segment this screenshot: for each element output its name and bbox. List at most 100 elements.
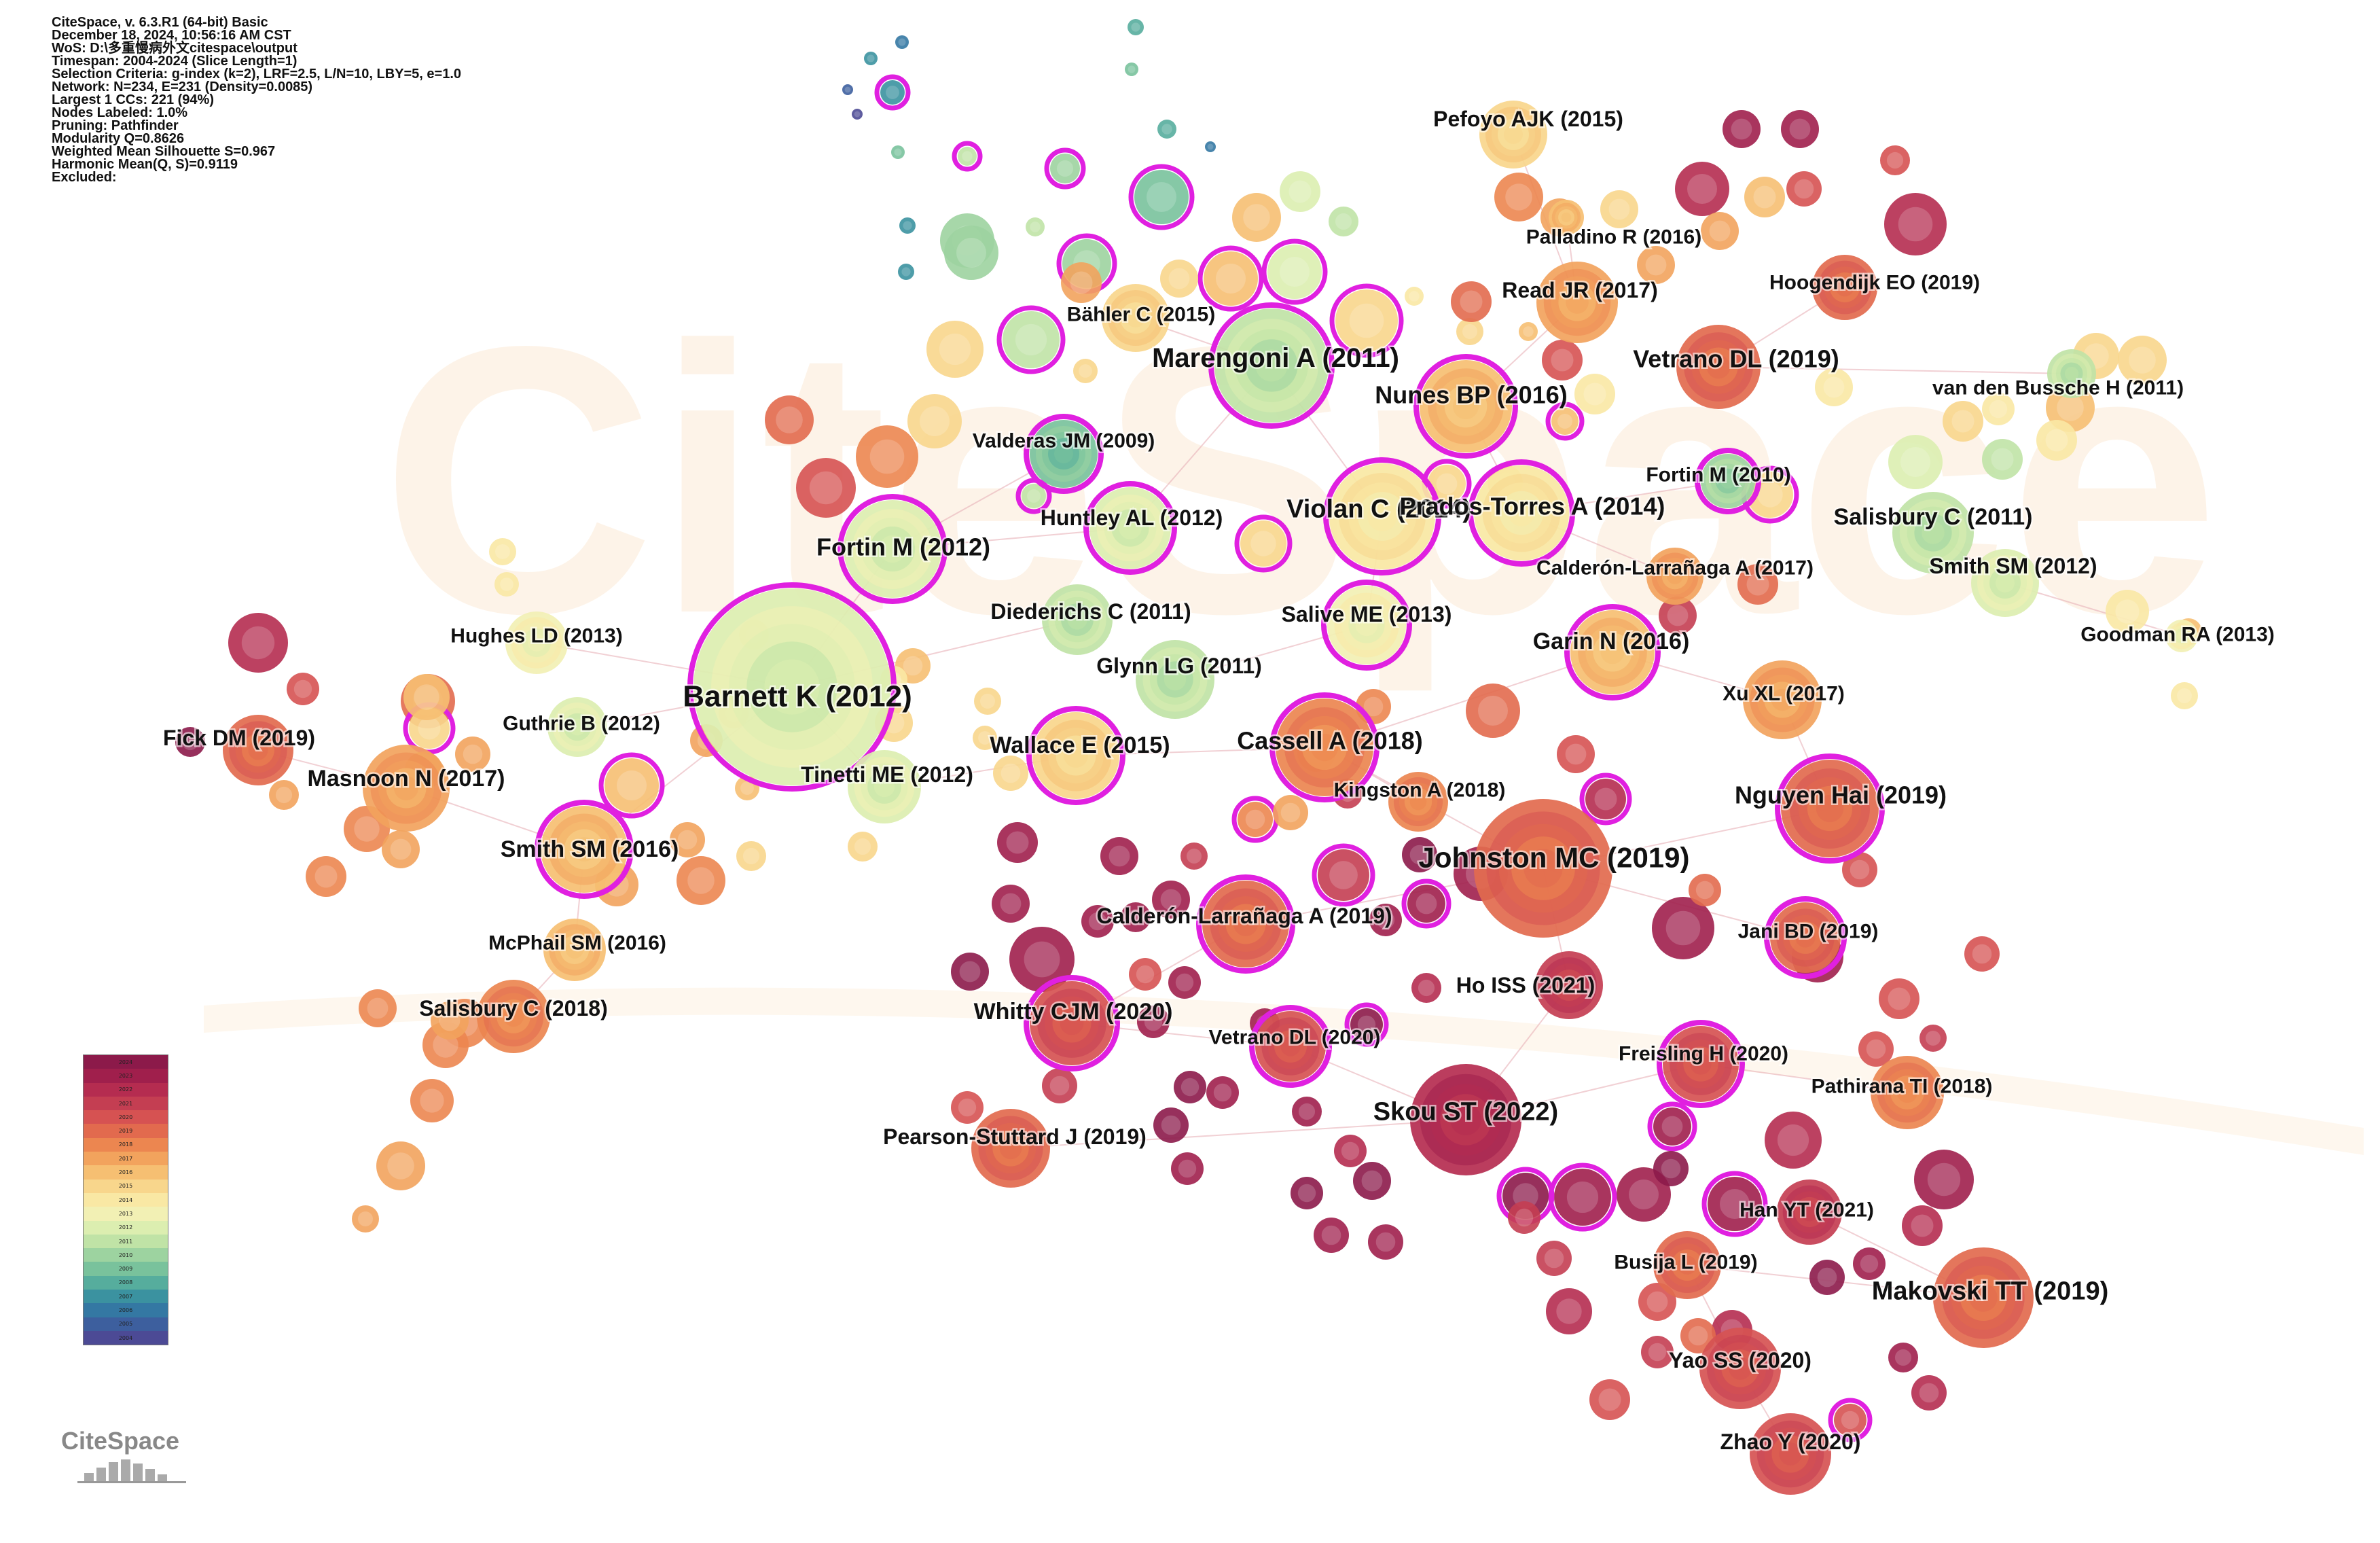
reference-node[interactable] <box>1680 1318 1716 1353</box>
reference-node[interactable] <box>1880 145 1910 175</box>
reference-node[interactable] <box>269 780 299 810</box>
reference-node[interactable] <box>1197 245 1264 312</box>
reference-node-busija[interactable] <box>1653 1231 1721 1299</box>
reference-node-tinetti[interactable] <box>848 750 921 823</box>
reference-node[interactable] <box>455 737 490 772</box>
node-layer[interactable] <box>175 19 2202 1495</box>
reference-node[interactable] <box>1884 193 1947 255</box>
reference-node-kingston[interactable] <box>1388 772 1448 832</box>
reference-node[interactable] <box>1637 246 1675 284</box>
reference-node[interactable] <box>1600 190 1638 228</box>
reference-node[interactable] <box>899 217 916 234</box>
reference-node[interactable] <box>1456 318 1483 345</box>
reference-node[interactable] <box>1964 936 2000 972</box>
reference-node[interactable] <box>1809 1260 1845 1295</box>
reference-node[interactable] <box>951 953 989 991</box>
reference-node[interactable] <box>1675 162 1729 216</box>
reference-node-fortin2012[interactable] <box>837 494 948 604</box>
reference-node[interactable] <box>1292 1097 1322 1127</box>
reference-node[interactable] <box>1314 1218 1349 1253</box>
reference-node[interactable] <box>1401 879 1452 929</box>
reference-node[interactable] <box>1291 1177 1323 1209</box>
reference-node-yao[interactable] <box>1699 1328 1781 1409</box>
reference-node[interactable] <box>1168 966 1201 999</box>
reference-node[interactable] <box>1261 238 1328 305</box>
reference-node[interactable] <box>1815 368 1853 406</box>
reference-node[interactable] <box>1982 439 2023 480</box>
reference-node-salisbury2018[interactable] <box>477 980 550 1053</box>
reference-node-pathirana[interactable] <box>1871 1056 1944 1129</box>
reference-node-masnoon[interactable] <box>363 745 450 832</box>
reference-node[interactable] <box>1026 217 1045 236</box>
reference-node-guthrie[interactable] <box>547 697 607 757</box>
reference-node[interactable] <box>1451 281 1492 322</box>
reference-node-huntley[interactable] <box>1083 481 1177 575</box>
reference-node[interactable] <box>1641 1336 1674 1368</box>
reference-node[interactable] <box>1786 171 1822 207</box>
reference-node[interactable] <box>1536 1241 1572 1276</box>
reference-node[interactable] <box>974 688 1001 715</box>
reference-node-prados[interactable] <box>1468 459 1575 567</box>
reference-node[interactable] <box>1353 1162 1391 1200</box>
reference-node-barnett[interactable] <box>687 582 897 792</box>
reference-node[interactable] <box>1174 1071 1206 1103</box>
reference-node[interactable] <box>1765 1112 1822 1169</box>
reference-node[interactable] <box>376 1141 425 1190</box>
reference-node-johnston[interactable] <box>1474 799 1612 938</box>
reference-node[interactable] <box>1411 973 1441 1003</box>
reference-node[interactable] <box>1659 597 1697 635</box>
reference-node[interactable] <box>864 52 878 65</box>
reference-node[interactable] <box>1044 147 1086 190</box>
reference-node[interactable] <box>874 74 911 111</box>
reference-node[interactable] <box>1073 359 1098 383</box>
reference-node-smithsm2012[interactable] <box>1971 549 2039 617</box>
reference-node[interactable] <box>1206 1076 1239 1109</box>
reference-node-mcphail[interactable] <box>543 919 606 981</box>
reference-node[interactable] <box>1652 897 1714 959</box>
reference-node[interactable] <box>1153 1107 1189 1143</box>
reference-node-fortin2010[interactable] <box>1695 448 1761 514</box>
reference-node[interactable] <box>1888 435 1943 489</box>
reference-node[interactable] <box>1160 260 1198 298</box>
reference-node[interactable] <box>1579 773 1632 826</box>
reference-node[interactable] <box>1842 852 1877 887</box>
reference-node[interactable] <box>306 856 346 897</box>
reference-node-ho[interactable] <box>1535 951 1603 1019</box>
reference-node[interactable] <box>1546 1288 1592 1334</box>
reference-node[interactable] <box>1128 19 1144 35</box>
reference-node-diederichs[interactable] <box>1042 584 1113 655</box>
reference-node[interactable] <box>1232 193 1281 242</box>
reference-node-hoogendijk[interactable] <box>1812 255 1877 320</box>
reference-node[interactable] <box>1647 1101 1697 1152</box>
reference-node-zhao[interactable] <box>1750 1413 1831 1495</box>
reference-node[interactable] <box>175 727 205 757</box>
reference-node-makovski[interactable] <box>1933 1247 2034 1348</box>
reference-node-calderon2017[interactable] <box>1646 548 1703 605</box>
reference-node[interactable] <box>2171 682 2198 709</box>
reference-node[interactable] <box>1312 843 1375 907</box>
reference-node[interactable] <box>1205 141 1216 152</box>
reference-node[interactable] <box>489 538 516 565</box>
reference-node[interactable] <box>1280 171 1320 212</box>
reference-node[interactable] <box>1828 1398 1873 1442</box>
reference-node[interactable] <box>1888 1343 1918 1372</box>
reference-node-vandenbussche[interactable] <box>2047 349 2096 398</box>
reference-node[interactable] <box>382 830 420 868</box>
reference-node-bahler[interactable] <box>1102 284 1170 352</box>
reference-node[interactable] <box>1273 795 1308 830</box>
reference-node[interactable] <box>1919 1025 1947 1052</box>
reference-node-whitty[interactable] <box>1024 975 1120 1071</box>
reference-node-read[interactable] <box>1536 262 1618 343</box>
reference-node-violan[interactable] <box>1323 457 1441 575</box>
reference-node[interactable] <box>1508 1201 1540 1234</box>
reference-node-skou[interactable] <box>1410 1064 1521 1175</box>
reference-node[interactable] <box>287 673 319 705</box>
reference-node[interactable] <box>848 832 878 862</box>
reference-node[interactable] <box>598 752 665 819</box>
reference-node[interactable] <box>1494 173 1543 221</box>
reference-node[interactable] <box>926 321 984 378</box>
reference-node[interactable] <box>1042 1068 1077 1103</box>
reference-node-valderas[interactable] <box>1024 414 1104 494</box>
